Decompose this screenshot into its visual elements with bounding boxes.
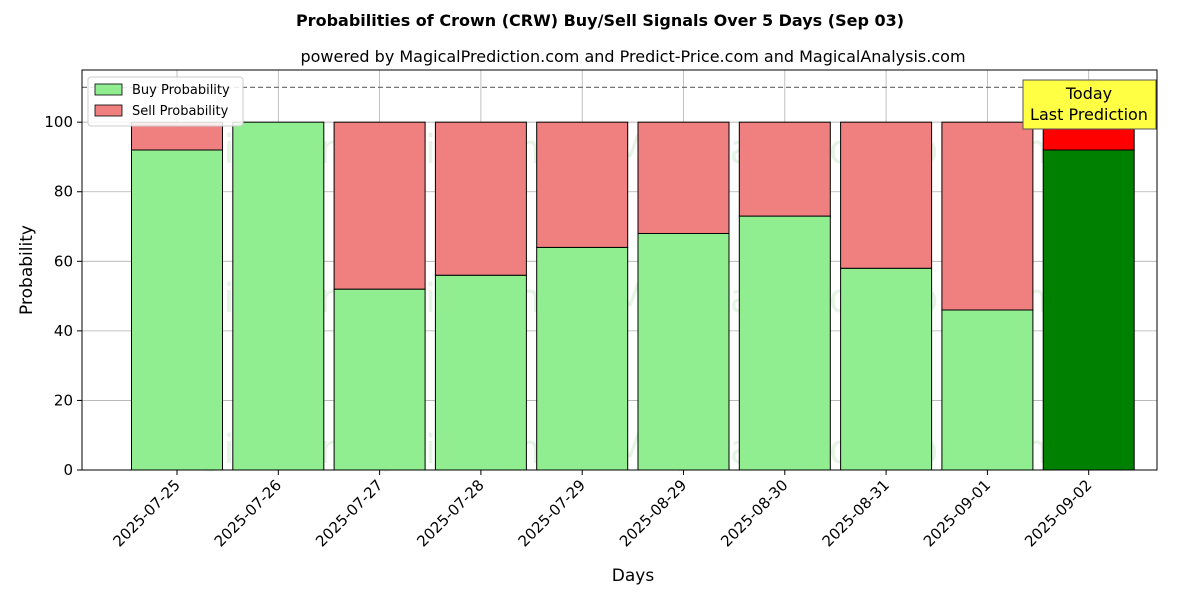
bar-sell-2025-07-29 [536,121,629,248]
plot-frame [81,69,1158,471]
bars [131,121,1135,471]
bar-buy-2025-09-01 [941,309,1034,471]
bar-sell-2025-07-25 [131,121,223,151]
bar-buy-2025-07-25 [131,149,223,471]
bar-buy-2025-07-26 [232,121,325,471]
y-tick-label: 100 [44,113,73,131]
bar-buy-2025-07-29 [536,246,629,471]
x-tick-label: 2025-07-29 [515,476,589,550]
y-tick-label: 20 [54,391,73,409]
x-tick-label: 2025-07-27 [312,476,386,550]
bar-buy-2025-08-30 [738,215,831,471]
x-tick-label: 2025-08-31 [819,476,893,550]
x-tick-label: 2025-07-26 [211,476,285,550]
chart-title: Probabilities of Crown (CRW) Buy/Sell Si… [296,11,904,30]
x-tick-label: 2025-07-28 [413,476,487,550]
bar-sell-2025-08-31 [840,121,933,269]
bar-buy-2025-07-28 [434,274,527,471]
legend-label-buy: Buy Probability [132,83,230,98]
chart-subtitle: powered by MagicalPrediction.com and Pre… [300,47,965,66]
y-tick-label: 80 [54,183,73,201]
legend: Buy Probability Sell Probability [87,76,244,127]
x-axis-label: Days [612,566,655,586]
y-tick-label: 0 [63,461,73,479]
x-tick-label: 2025-09-01 [920,476,994,550]
x-axis: 2025-07-25 2025-07-26 2025-07-27 2025-07-28… [109,470,1096,550]
legend-swatch-buy [94,83,123,96]
bar-sell-2025-07-27 [333,121,426,290]
bar-sell-2025-07-28 [434,121,527,276]
bar-buy-2025-09-02 [1042,149,1135,471]
y-tick-label: 40 [54,322,73,340]
y-axis-label: Probability [17,225,37,315]
bar-buy-2025-07-27 [333,288,426,471]
x-tick-label: 2025-07-25 [109,476,183,550]
bar-sell-2025-08-30 [738,121,831,217]
today-annotation: Today Last Prediction [1022,79,1157,130]
bar-sell-2025-08-29 [637,121,730,234]
y-axis: 0 20 40 60 80 100 [44,113,82,479]
x-tick-label: 2025-08-29 [616,476,690,550]
x-tick-label: 2025-09-02 [1021,476,1095,550]
annotation-line2: Last Prediction [1030,105,1148,124]
legend-swatch-sell [94,104,123,117]
x-tick-label: 2025-08-30 [717,476,791,550]
bar-sell-2025-09-01 [941,121,1034,311]
bar-buy-2025-08-29 [637,232,730,471]
legend-label-sell: Sell Probability [132,104,229,119]
y-tick-label: 60 [54,252,73,270]
annotation-line1: Today [1065,84,1112,103]
bar-buy-2025-08-31 [840,267,933,471]
